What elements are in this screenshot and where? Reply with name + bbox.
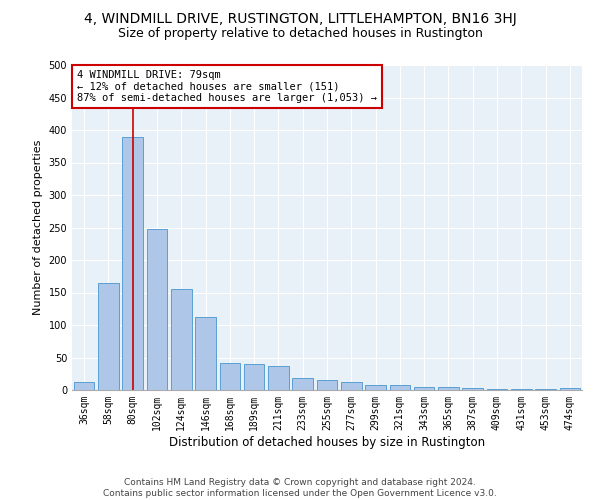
Bar xyxy=(292,378,313,390)
Bar xyxy=(511,388,532,390)
Bar xyxy=(414,387,434,390)
Y-axis label: Number of detached properties: Number of detached properties xyxy=(33,140,43,315)
Text: 4, WINDMILL DRIVE, RUSTINGTON, LITTLEHAMPTON, BN16 3HJ: 4, WINDMILL DRIVE, RUSTINGTON, LITTLEHAM… xyxy=(83,12,517,26)
Text: 4 WINDMILL DRIVE: 79sqm
← 12% of detached houses are smaller (151)
87% of semi-d: 4 WINDMILL DRIVE: 79sqm ← 12% of detache… xyxy=(77,70,377,103)
Text: Size of property relative to detached houses in Rustington: Size of property relative to detached ho… xyxy=(118,28,482,40)
X-axis label: Distribution of detached houses by size in Rustington: Distribution of detached houses by size … xyxy=(169,436,485,448)
Bar xyxy=(195,316,216,390)
Bar xyxy=(365,385,386,390)
Bar xyxy=(220,362,240,390)
Bar xyxy=(268,366,289,390)
Bar xyxy=(463,388,483,390)
Bar xyxy=(560,388,580,390)
Bar xyxy=(98,283,119,390)
Text: Contains HM Land Registry data © Crown copyright and database right 2024.
Contai: Contains HM Land Registry data © Crown c… xyxy=(103,478,497,498)
Bar xyxy=(317,380,337,390)
Bar xyxy=(122,136,143,390)
Bar xyxy=(74,382,94,390)
Bar xyxy=(389,386,410,390)
Bar xyxy=(146,229,167,390)
Bar xyxy=(244,364,265,390)
Bar xyxy=(438,388,459,390)
Bar xyxy=(341,382,362,390)
Bar xyxy=(171,289,191,390)
